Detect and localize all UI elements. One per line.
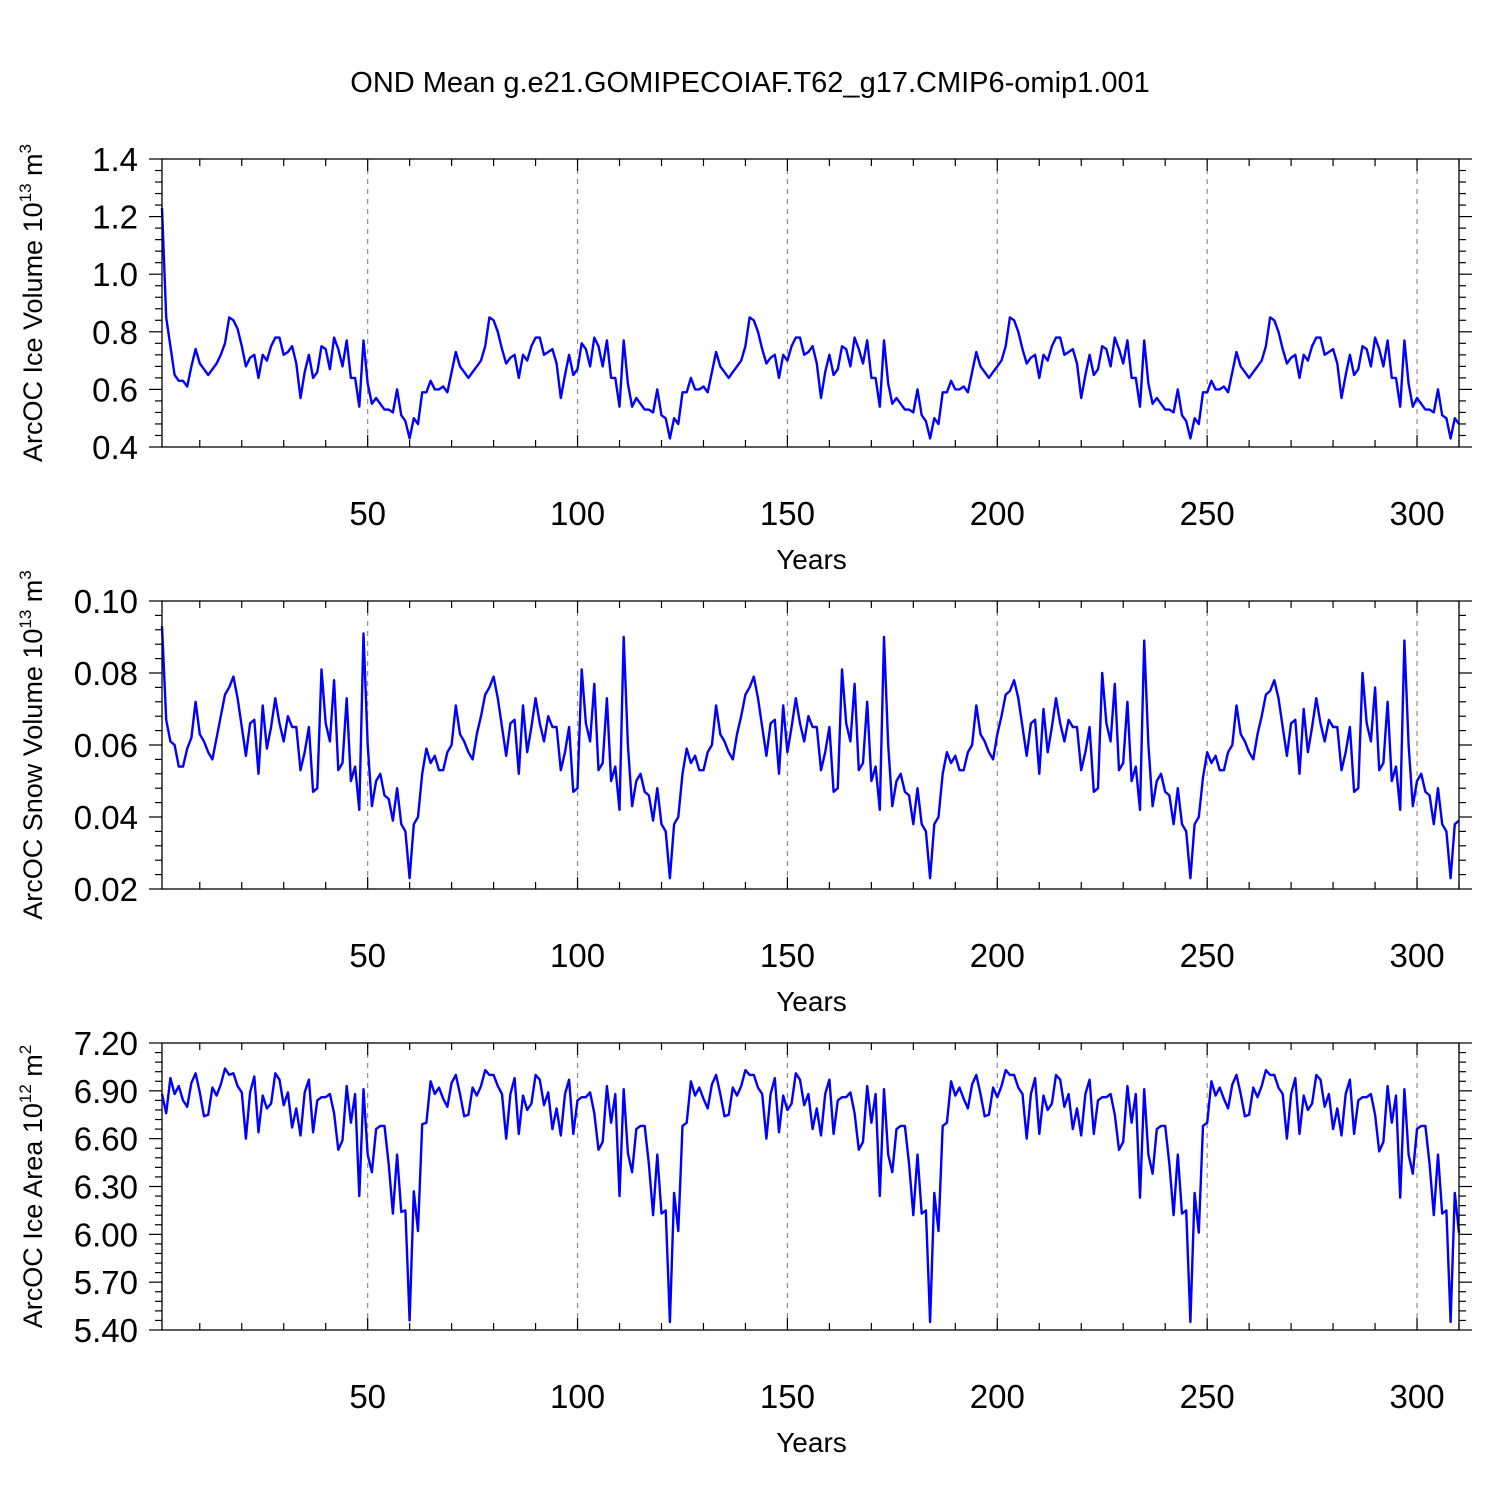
figure-title: OND Mean g.e21.GOMIPECOIAF.T62_g17.CMIP6… <box>350 67 1149 99</box>
x-tick-label: 300 <box>1389 1378 1444 1415</box>
y-tick-label: 5.40 <box>74 1312 138 1349</box>
x-axis-label: Years <box>776 544 847 575</box>
y-tick-label: 0.8 <box>92 314 138 351</box>
x-tick-label: 250 <box>1180 1378 1235 1415</box>
x-tick-label: 200 <box>970 1378 1025 1415</box>
x-tick-label: 50 <box>349 937 386 974</box>
y-tick-label: 0.06 <box>74 727 138 764</box>
panel-1: 0.4 0.6 0.8 1.0 1.2 1.4 50 100 150 200 250 300 Years… <box>16 141 1472 575</box>
y-tick-label: 1.0 <box>92 256 138 293</box>
y-tick-label: 5.70 <box>74 1264 138 1301</box>
y-tick-label: 6.60 <box>74 1121 138 1158</box>
y-tick-label: 0.10 <box>74 583 138 620</box>
y-tick-label: 7.20 <box>74 1025 138 1062</box>
panel-2: 0.02 0.04 0.06 0.08 0.10 50 100 150 200 250 300 Yea… <box>16 570 1472 1017</box>
x-tick-label: 100 <box>550 937 605 974</box>
x-tick-label: 50 <box>349 1378 386 1415</box>
y-tick-label: 0.08 <box>74 655 138 692</box>
x-tick-label: 300 <box>1389 495 1444 532</box>
x-tick-label: 300 <box>1389 937 1444 974</box>
y-tick-label: 0.4 <box>92 429 138 466</box>
y-tick-label: 6.30 <box>74 1169 138 1206</box>
y-tick-label: 1.2 <box>92 199 138 236</box>
y-tick-label: 0.6 <box>92 371 138 408</box>
panel-3: 5.40 5.70 6.00 6.30 6.60 6.90 7.20 50 100 150 200 2… <box>16 1025 1472 1458</box>
series-line <box>160 1067 1461 1324</box>
x-tick-label: 250 <box>1180 495 1235 532</box>
y-axis-label: ArcOC Snow Volume 1013 m3 <box>16 570 48 920</box>
x-tick-label: 150 <box>760 1378 815 1415</box>
x-tick-label: 100 <box>550 495 605 532</box>
x-tick-label: 150 <box>760 937 815 974</box>
x-tick-label: 100 <box>550 1378 605 1415</box>
x-tick-label: 200 <box>970 495 1025 532</box>
y-tick-label: 0.02 <box>74 871 138 908</box>
series-line <box>160 207 1460 440</box>
x-tick-label: 200 <box>970 937 1025 974</box>
x-axis-label: Years <box>776 986 847 1017</box>
x-tick-label: 150 <box>760 495 815 532</box>
y-tick-label: 0.04 <box>74 799 138 836</box>
x-tick-label: 250 <box>1180 937 1235 974</box>
y-axis-label: ArcOC Ice Area 1012 m2 <box>16 1045 48 1329</box>
x-axis-label: Years <box>776 1427 847 1458</box>
y-tick-label: 6.00 <box>74 1216 138 1253</box>
series-line <box>160 626 1460 880</box>
y-axis-label: ArcOC Ice Volume 1013 m3 <box>16 144 48 462</box>
plot-frame <box>161 158 1460 448</box>
x-tick-label: 50 <box>349 495 386 532</box>
plot-frame <box>161 1042 1460 1331</box>
y-tick-label: 1.4 <box>92 141 138 178</box>
y-tick-label: 6.90 <box>74 1073 138 1110</box>
plot-frame <box>161 600 1460 890</box>
